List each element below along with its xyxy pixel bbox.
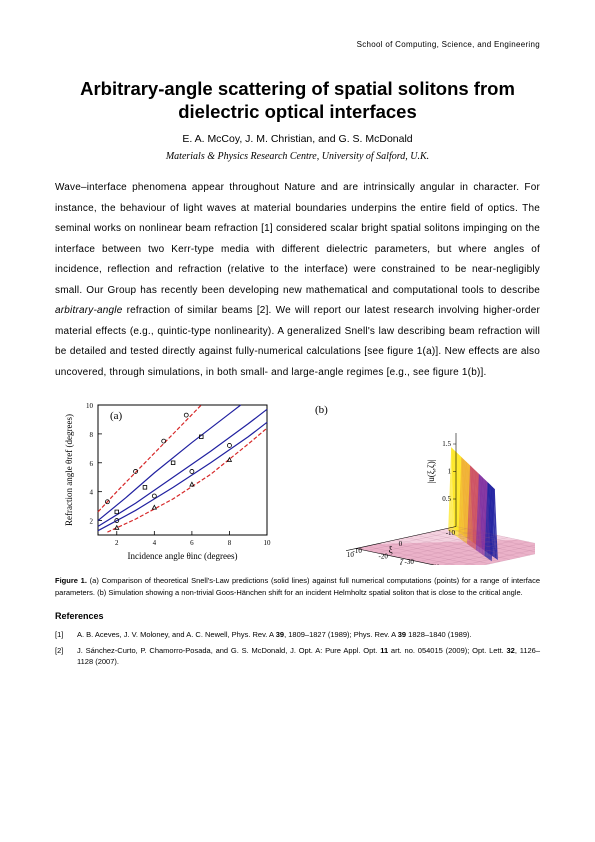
reference-number: [2] [55,645,77,668]
svg-text:2: 2 [90,518,94,526]
chart-b-svg: -10010ξ-50-40-30-20-10ζ0.511.5|u(ξ,ζ)|(b… [285,397,535,565]
authors: E. A. McCoy, J. M. Christian, and G. S. … [55,133,540,145]
figure-a: 2 4 6 8 10 2 4 6 8 10 Incidence angle θinc (degree… [60,397,275,565]
svg-text:|u(ξ,ζ)|: |u(ξ,ζ)| [426,460,436,484]
caption-body: (a) Comparison of theoretical Snell's-La… [55,576,540,597]
reference-item: [1]A. B. Aceves, J. V. Moloney, and A. C… [55,629,540,640]
references-list: [1]A. B. Aceves, J. V. Moloney, and A. C… [55,629,540,668]
svg-text:4: 4 [153,539,157,547]
svg-text:4: 4 [90,489,94,497]
header-institution: School of Computing, Science, and Engine… [55,40,540,49]
svg-text:8: 8 [228,539,232,547]
abstract-italic: arbitrary-angle [55,305,122,316]
svg-text:0.5: 0.5 [442,495,451,503]
svg-text:10: 10 [264,539,272,547]
figure-b: -10010ξ-50-40-30-20-10ζ0.511.5|u(ξ,ζ)|(b… [285,397,535,565]
svg-text:(a): (a) [110,410,123,422]
abstract-p2: refraction of similar beams [2]. We will… [55,305,540,378]
svg-text:-10: -10 [446,529,456,537]
caption-lead: Figure 1. [55,576,87,585]
figure-caption: Figure 1. (a) Comparison of theoretical … [55,575,540,598]
chart-a-svg: 2 4 6 8 10 2 4 6 8 10 Incidence angle θinc (degree… [60,397,275,565]
svg-text:8: 8 [90,431,94,439]
svg-text:0: 0 [399,540,403,548]
svg-text:-10: -10 [353,547,363,555]
reference-item: [2]J. Sánchez-Curto, P. Chamorro-Posada,… [55,645,540,668]
svg-text:Refraction angle θref (degrees: Refraction angle θref (degrees) [64,414,74,526]
svg-text:10: 10 [86,402,94,410]
svg-text:(b): (b) [315,404,328,416]
svg-text:-20: -20 [379,553,389,561]
reference-text: J. Sánchez-Curto, P. Chamorro-Posada, an… [77,645,540,668]
svg-text:-30: -30 [405,558,415,565]
references-heading: References [55,611,540,621]
svg-text:2: 2 [115,539,119,547]
reference-text: A. B. Aceves, J. V. Moloney, and A. C. N… [77,629,540,640]
svg-text:ξ: ξ [389,545,393,555]
figures-row: 246810246810Incidence angle θinc (degree… [55,397,540,565]
paper-title: Arbitrary-angle scattering of spatial so… [55,77,540,123]
abstract-p1: Wave–interface phenomena appear througho… [55,182,540,296]
svg-text:ζ: ζ [400,558,404,565]
affiliation: Materials & Physics Research Centre, Uni… [55,151,540,162]
reference-number: [1] [55,629,77,640]
svg-text:6: 6 [190,539,194,547]
svg-text:-40: -40 [431,564,441,565]
svg-text:1.5: 1.5 [442,440,451,448]
abstract-text: Wave–interface phenomena appear througho… [55,178,540,383]
svg-text:1: 1 [448,468,452,476]
svg-text:6: 6 [90,460,94,468]
svg-text:Incidence angle θinc (degrees): Incidence angle θinc (degrees) [128,551,238,561]
